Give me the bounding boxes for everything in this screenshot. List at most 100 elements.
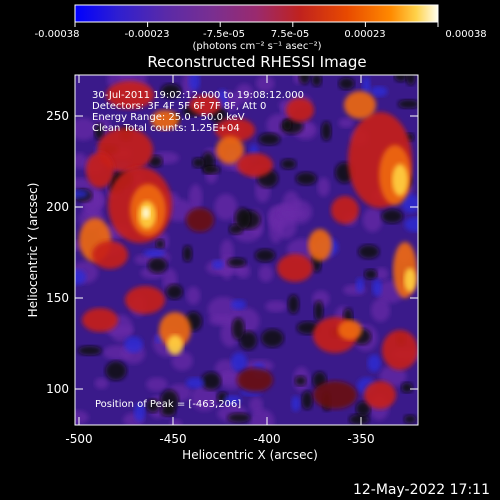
image-texture — [404, 414, 417, 424]
image-texture — [239, 331, 257, 350]
emission-region — [237, 368, 273, 392]
emission-region — [313, 381, 357, 409]
info-detectors: Detectors: 3F 4F 5F 6F 7F 8F, Att 0 — [92, 101, 266, 112]
colorbar-unit-label: (photons cm⁻² s⁻¹ asec⁻²) — [192, 41, 321, 52]
emission-region — [159, 312, 191, 348]
image-texture — [146, 398, 160, 413]
emission-region — [344, 91, 376, 119]
colorbar-tick-label: -0.00023 — [125, 29, 170, 40]
image-texture — [143, 249, 166, 258]
emission-region — [106, 81, 154, 109]
y-tick-label: 200 — [46, 200, 69, 214]
image-texture — [283, 119, 292, 131]
emission-region — [277, 254, 313, 282]
image-texture — [105, 361, 127, 381]
image-texture — [212, 259, 224, 270]
image-texture — [364, 269, 378, 280]
image-texture — [401, 194, 418, 213]
image-texture — [182, 245, 193, 262]
image-texture — [230, 299, 247, 310]
image-texture — [94, 377, 109, 389]
image-texture — [379, 365, 407, 387]
image-texture — [231, 317, 245, 340]
image-texture — [381, 209, 403, 224]
image-texture — [370, 86, 388, 97]
image-texture — [133, 402, 146, 422]
footer-timestamp: 12-May-2022 17:11 — [353, 482, 490, 498]
image-texture — [254, 248, 276, 262]
emission-region — [331, 196, 359, 224]
emission-region — [308, 229, 332, 261]
image-texture — [321, 121, 332, 141]
image-texture — [191, 384, 219, 412]
emission-region — [392, 164, 408, 196]
emission-region — [125, 286, 165, 314]
colorbar-tick-label: -7.5e-05 — [203, 29, 245, 40]
emission-region — [215, 118, 255, 142]
image-texture — [291, 395, 301, 412]
image-texture — [218, 371, 240, 384]
image-texture — [406, 75, 416, 86]
y-tick-label: 150 — [46, 291, 69, 305]
colorbar — [75, 5, 438, 22]
image-texture — [124, 336, 143, 353]
image-texture — [401, 382, 413, 393]
image-texture — [397, 99, 418, 109]
y-axis-ticks — [75, 115, 418, 390]
image-texture — [230, 352, 247, 372]
image-texture — [227, 412, 251, 423]
image-texture — [280, 158, 297, 170]
image-texture — [295, 172, 317, 185]
image-texture — [224, 395, 242, 405]
image-texture — [77, 345, 102, 356]
image-texture — [214, 193, 238, 221]
colorbar-tick-label: 7.5e-05 — [271, 29, 309, 40]
image-texture — [208, 314, 236, 327]
image-texture — [275, 213, 297, 239]
image-texture — [261, 329, 284, 348]
emission-region — [364, 381, 396, 409]
x-tick-label: -350 — [347, 432, 374, 446]
image-texture — [166, 284, 183, 300]
image-texture — [311, 75, 322, 87]
image-texture — [202, 165, 221, 174]
colorbar-ticks — [74, 22, 439, 27]
image-texture — [367, 354, 381, 372]
image-texture — [188, 184, 203, 211]
y-tick-label: 250 — [46, 109, 69, 123]
image-texture — [249, 409, 275, 425]
emission-region — [286, 98, 314, 122]
emission-region — [404, 268, 416, 292]
image-texture — [171, 351, 193, 371]
image-texture — [160, 83, 182, 99]
image-texture — [75, 189, 88, 199]
emission-region — [86, 152, 114, 188]
image-texture — [317, 177, 330, 197]
image-texture — [298, 75, 311, 85]
image-texture — [404, 217, 418, 232]
x-axis-ticks — [78, 75, 362, 425]
image-texture — [75, 269, 87, 285]
image-texture — [185, 377, 205, 389]
image-texture — [155, 239, 165, 249]
emission-region — [382, 330, 418, 370]
image-texture — [355, 277, 365, 293]
x-tick-label: -500 — [65, 432, 92, 446]
emission-region — [142, 207, 150, 219]
x-axis-label: Heliocentric X (arcsec) — [182, 448, 318, 462]
image-texture — [287, 294, 300, 314]
image-texture — [249, 396, 264, 414]
image-texture — [258, 133, 281, 146]
image-texture — [355, 401, 371, 417]
image-texture — [258, 264, 274, 283]
info-time-range: 30-Jul-2011 19:02:12.000 to 19:08:12.000 — [92, 90, 304, 101]
image-texture — [192, 157, 205, 168]
plot-title: Reconstructed RHESSI Image — [147, 53, 366, 71]
emission-region — [186, 208, 214, 232]
image-texture — [146, 377, 168, 392]
x-tick-label: -450 — [159, 432, 186, 446]
image-texture — [349, 414, 370, 425]
colorbar-tick-label: 0.00023 — [344, 29, 385, 40]
image-texture — [314, 300, 324, 322]
image-texture — [75, 117, 97, 141]
